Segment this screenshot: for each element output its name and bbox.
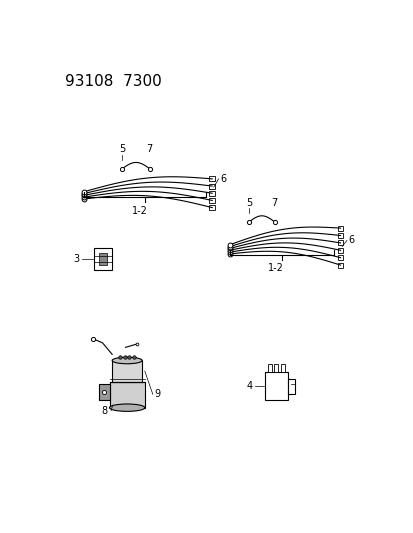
Bar (280, 365, 284, 372)
Text: 9: 9 (154, 389, 160, 399)
Bar (287, 379, 294, 393)
Bar (109, 382, 145, 408)
Bar (209, 183, 214, 189)
Ellipse shape (109, 404, 145, 411)
Text: 5: 5 (119, 144, 125, 154)
Bar (337, 233, 342, 238)
Bar (99, 253, 107, 265)
Bar (274, 365, 278, 372)
Text: 1-2: 1-2 (268, 263, 284, 273)
Bar (209, 198, 214, 203)
Bar (94, 248, 112, 270)
Bar (264, 372, 287, 400)
Bar (112, 360, 142, 382)
Text: 6: 6 (348, 236, 354, 245)
Text: 8: 8 (102, 406, 108, 416)
Text: 4: 4 (246, 381, 252, 391)
Text: 7: 7 (271, 198, 277, 207)
Bar (337, 255, 342, 260)
Text: 7: 7 (146, 144, 152, 154)
Bar (209, 176, 214, 181)
Bar (337, 263, 342, 268)
Bar (267, 365, 271, 372)
Bar (337, 240, 342, 245)
Bar (337, 225, 342, 231)
Bar (337, 248, 342, 253)
Text: 1-2: 1-2 (132, 206, 147, 215)
Ellipse shape (112, 357, 142, 364)
Text: 93108  7300: 93108 7300 (64, 74, 161, 89)
Text: 3: 3 (73, 254, 79, 264)
Bar (99, 384, 109, 400)
Bar (209, 205, 214, 210)
Bar (209, 191, 214, 196)
Text: 6: 6 (220, 174, 226, 184)
Text: 5: 5 (245, 198, 252, 207)
